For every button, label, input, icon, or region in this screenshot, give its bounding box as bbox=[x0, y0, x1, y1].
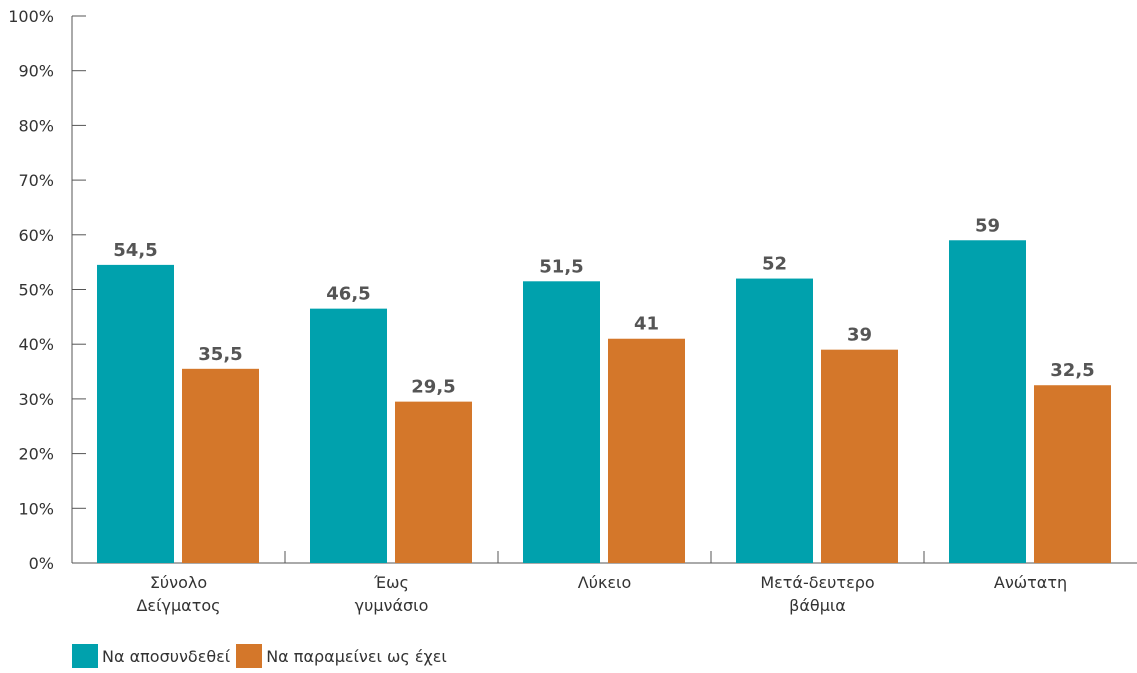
legend: Να αποσυνδεθεί Να παραμείνει ως έχει bbox=[72, 644, 453, 668]
bar-series-1 bbox=[97, 264, 174, 563]
x-category-label: Σύνολο bbox=[150, 573, 207, 592]
legend-swatch-series-2 bbox=[236, 644, 263, 668]
legend-label-series-1: Να αποσυνδεθεί bbox=[102, 646, 231, 666]
x-category-label: Μετά-δευτερο bbox=[760, 573, 874, 592]
bar-chart: 0% 10% 20% 30% 40% 50% 60% 70% 80% 90% 100% 54,5 35,… bbox=[8, 7, 1137, 615]
x-category-label: Έως bbox=[373, 573, 409, 592]
data-label-series-2: 39 bbox=[847, 325, 872, 346]
legend-item-series-1: Να αποσυνδεθεί bbox=[72, 644, 230, 668]
y-tick-label: 90% bbox=[18, 62, 54, 81]
bar-series-1 bbox=[310, 308, 387, 563]
bar-series-1 bbox=[736, 278, 813, 563]
bar-series-2 bbox=[608, 338, 685, 563]
y-tick-label: 40% bbox=[18, 335, 54, 354]
legend-label-series-2: Να παραμείνει ως έχει bbox=[266, 646, 447, 666]
data-label-series-2: 29,5 bbox=[411, 377, 455, 398]
data-label-series-1: 51,5 bbox=[539, 256, 583, 277]
bar-series-1 bbox=[523, 281, 600, 563]
x-category-label: Δείγματος bbox=[136, 596, 220, 615]
legend-item-series-2: Να παραμείνει ως έχει bbox=[236, 644, 447, 668]
y-tick-label: 10% bbox=[18, 499, 54, 518]
x-category-label: γυμνάσιο bbox=[355, 596, 429, 615]
y-tick-label: 50% bbox=[18, 281, 54, 300]
y-tick-label: 70% bbox=[18, 171, 54, 190]
y-tick-label: 0% bbox=[29, 554, 54, 573]
y-tick-label: 60% bbox=[18, 226, 54, 245]
bar-series-2 bbox=[821, 349, 898, 563]
x-category-label: Λύκειο bbox=[578, 573, 631, 592]
data-label-series-1: 46,5 bbox=[326, 284, 370, 305]
bar-series-1 bbox=[949, 240, 1026, 563]
x-category-label: βάθμια bbox=[789, 596, 846, 615]
legend-swatch-series-1 bbox=[72, 644, 98, 668]
bar-series-2 bbox=[395, 401, 472, 563]
data-label-series-2: 41 bbox=[634, 314, 659, 335]
data-label-series-1: 54,5 bbox=[113, 240, 157, 261]
y-tick-label: 80% bbox=[18, 116, 54, 135]
data-label-series-2: 35,5 bbox=[198, 344, 242, 365]
bar-series-2 bbox=[1034, 385, 1111, 563]
y-tick-label: 100% bbox=[8, 7, 54, 26]
y-tick-label: 20% bbox=[18, 445, 54, 464]
x-category-label: Ανώτατη bbox=[994, 573, 1067, 592]
bar-series-2 bbox=[182, 368, 259, 563]
y-tick-label: 30% bbox=[18, 390, 54, 409]
data-label-series-1: 52 bbox=[762, 254, 787, 275]
data-label-series-2: 32,5 bbox=[1050, 360, 1094, 381]
data-label-series-1: 59 bbox=[975, 215, 1000, 236]
